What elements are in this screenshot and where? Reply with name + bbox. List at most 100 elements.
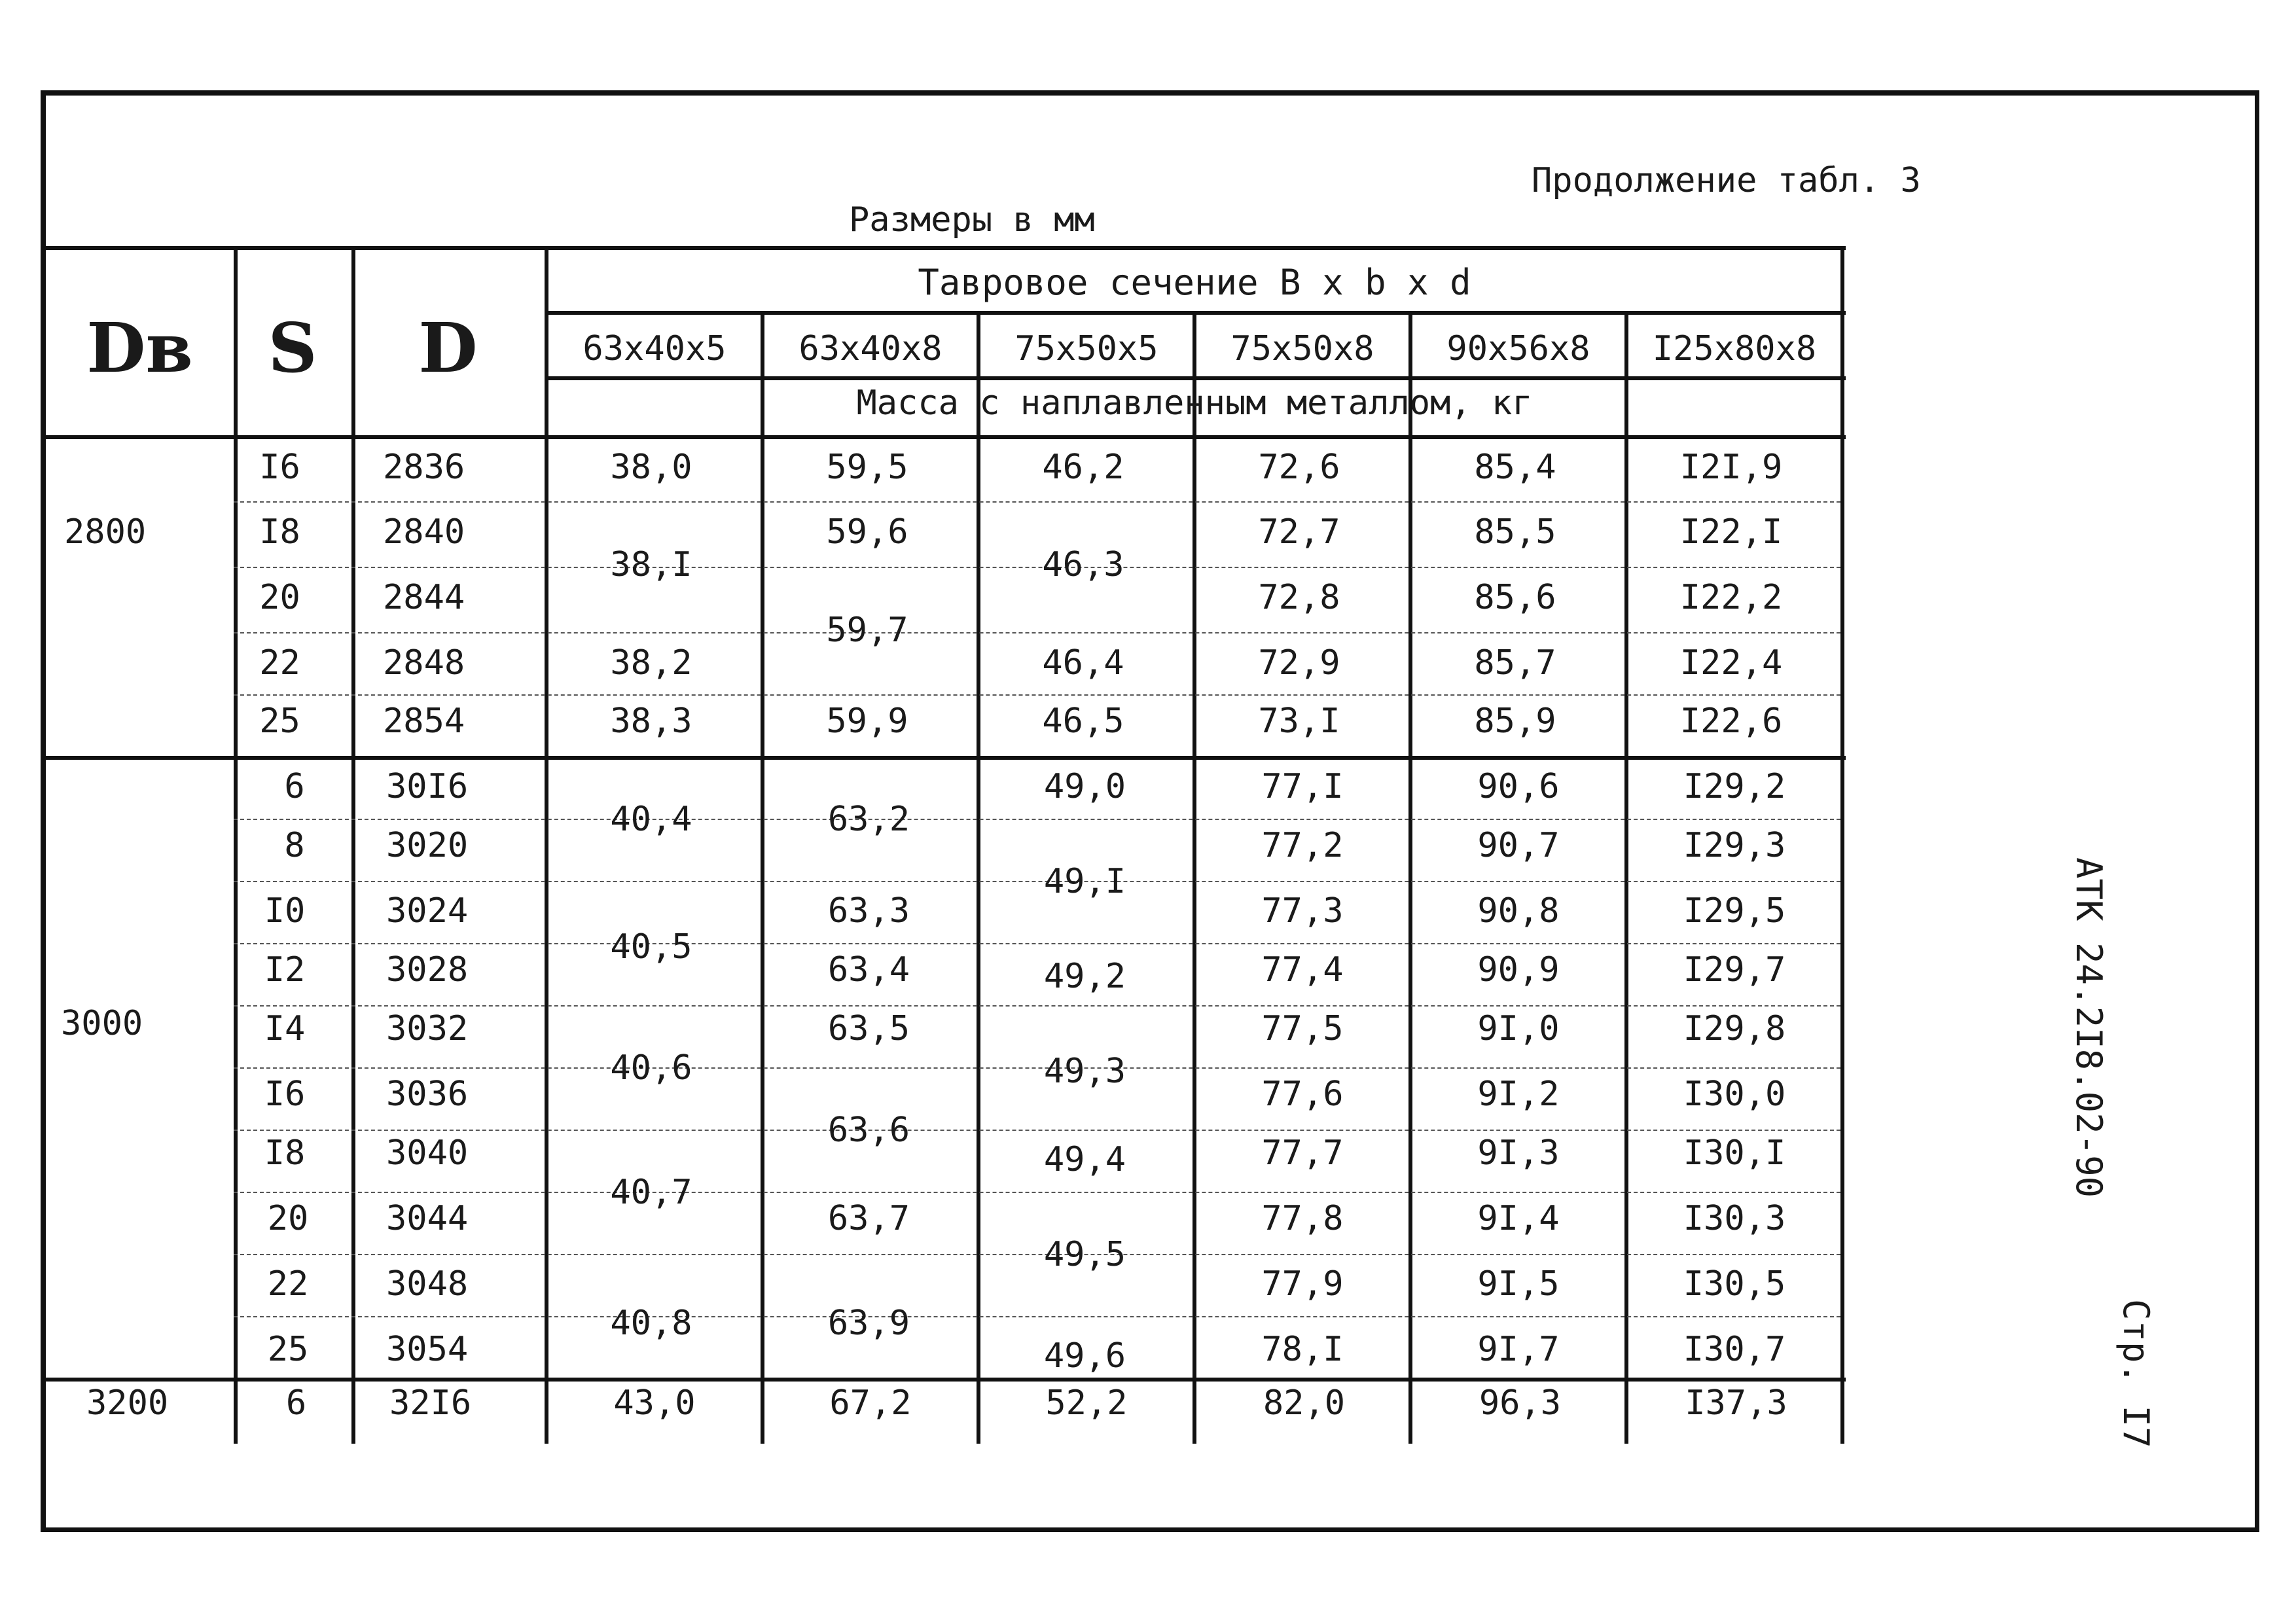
mass-value: 38,2 [610,643,692,683]
mass-value: 49,5 [1043,1235,1126,1274]
mass-value: 90,7 [1477,826,1560,865]
row-sep [234,632,1840,633]
mass-value: 96,3 [1479,1383,1562,1423]
mass-value: 63,5 [827,1009,910,1048]
mass-value: 63,9 [827,1304,910,1343]
col-rule-c4 [1193,311,1196,1444]
section-90x56x8: 90x56x8 [1446,329,1590,368]
mass-value: 40,6 [610,1048,692,1088]
row-sep [234,943,1840,944]
mass-value: 63,7 [827,1199,910,1238]
block-rule-3200 [46,1378,1846,1382]
mass-value: 90,9 [1477,950,1560,990]
mass-value: 9I,5 [1477,1264,1560,1304]
mass-value: 9I,0 [1477,1009,1560,1048]
mass-value: 77,3 [1261,891,1344,931]
mass-value: 9I,7 [1477,1330,1560,1369]
s-value: I6 [259,448,300,487]
mass-value: 77,7 [1261,1133,1344,1173]
mass-value: I29,7 [1683,950,1786,990]
s-value: 20 [259,578,300,617]
mass-value: I30,7 [1683,1330,1786,1369]
mass-value: I29,5 [1683,891,1786,931]
document-code: АТК 24.2I8.02-90 [2068,857,2109,1198]
mass-value: 77,4 [1261,950,1344,990]
col-rule-c5 [1408,311,1412,1444]
header-mass: Масса с наплавленным металлом, кг [856,383,1533,423]
mass-value: 40,7 [610,1173,692,1212]
mass-value: 90,8 [1477,891,1560,931]
mass-value: I22,4 [1679,643,1783,683]
mass-value: 59,9 [826,702,908,741]
page-frame [41,90,2259,1532]
row-sep [234,1067,1840,1069]
s-value: 6 [285,1383,307,1423]
d-value: 3036 [386,1075,469,1114]
d-value: 2848 [383,643,465,683]
d-value: 3032 [386,1009,469,1048]
s-value: 8 [284,826,305,865]
mass-value: I29,3 [1683,826,1786,865]
mass-value: 9I,4 [1477,1199,1560,1238]
mass-value: 72,7 [1258,512,1340,552]
section-63x40x5: 63x40x5 [583,329,726,368]
mass-value: I29,8 [1683,1009,1786,1048]
mass-value: I29,2 [1683,767,1786,806]
mass-value: 63,3 [827,891,910,931]
d-value: 30I6 [386,767,469,806]
mass-value: 49,6 [1043,1336,1126,1376]
mass-value: 72,9 [1258,643,1340,683]
mass-value: 78,I [1261,1330,1344,1369]
table-top-rule [46,246,1846,250]
mass-value: 40,5 [610,927,692,967]
mass-value: 90,6 [1477,767,1560,806]
header-db: Dв [86,308,193,388]
row-sep [234,1005,1840,1007]
col-rule-c6 [1624,311,1628,1444]
col-rule-c2 [761,311,764,1444]
s-value: I8 [259,512,300,552]
mass-value: 85,6 [1474,578,1556,617]
header-bottom-rule [46,435,1846,439]
mass-value: 40,8 [610,1304,692,1343]
col-rule-c1 [545,246,548,1444]
mass-value: 77,9 [1261,1264,1344,1304]
mass-value: I2I,9 [1679,448,1783,487]
mass-value: 49,3 [1043,1052,1126,1091]
mass-value: I30,5 [1683,1264,1786,1304]
mass-value: 38,0 [610,448,692,487]
db-3000: 3000 [61,1004,143,1043]
mass-value: 82,0 [1263,1383,1346,1423]
row-sep [234,1316,1840,1317]
mass-value: 72,6 [1258,448,1340,487]
mass-value: 49,I [1043,862,1126,901]
mass-value: 77,I [1261,767,1344,806]
mass-value: 59,7 [826,611,908,650]
row-sep [234,694,1840,696]
section-75x50x5: 75x50x5 [1014,329,1158,368]
mass-value: 49,4 [1043,1140,1126,1179]
db-3200: 3200 [86,1383,169,1423]
mass-value: I30,I [1683,1133,1786,1173]
mass-value: 38,3 [610,702,692,741]
header-tee-section: Тавровое сечение B x b x d [918,262,1471,303]
d-value: 2844 [383,578,465,617]
mass-value: 46,2 [1042,448,1124,487]
mass-value: 63,4 [827,950,910,990]
mass-value: 72,8 [1258,578,1340,617]
mass-value: I22,2 [1679,578,1783,617]
header-s: S [268,308,317,388]
mass-value: 63,6 [827,1111,910,1150]
col-rule-d [351,246,355,1444]
d-value: 2854 [383,702,465,741]
row-sep [234,1130,1840,1131]
mass-value: 52,2 [1045,1383,1128,1423]
continuation-label: Продолжение табл. 3 [1532,161,1921,200]
d-value: 2836 [383,448,465,487]
col-rule-s [234,246,238,1444]
s-value: I8 [264,1133,306,1173]
d-value: 3054 [386,1330,469,1369]
s-value: I2 [264,950,306,990]
mass-value: 46,5 [1042,702,1124,741]
mass-value: 63,2 [827,800,910,839]
